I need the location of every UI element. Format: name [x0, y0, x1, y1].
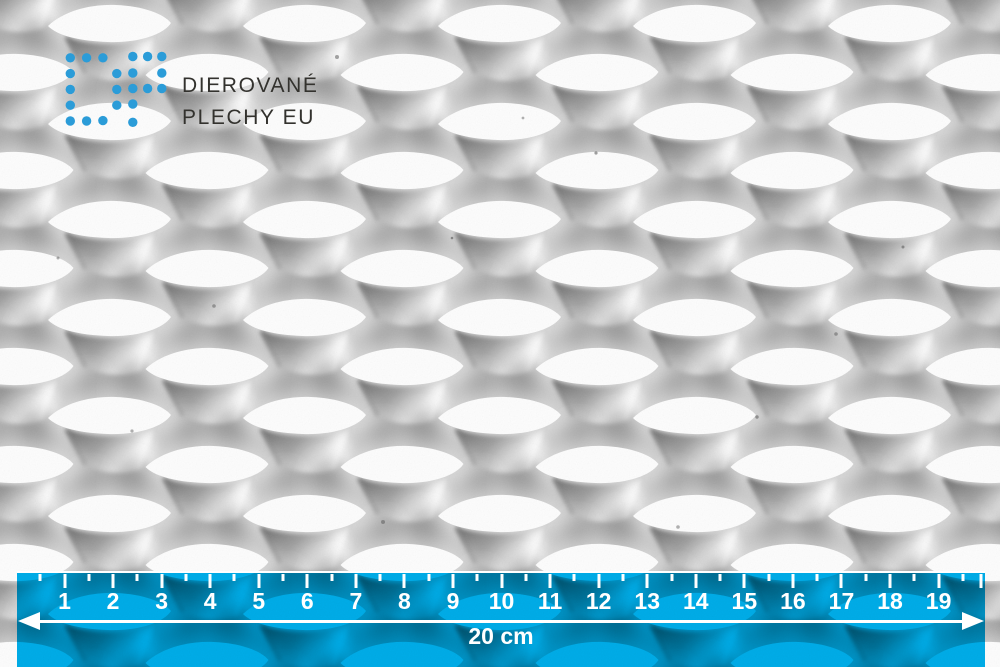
logo-line-2: PLECHY EU — [182, 106, 316, 129]
ruler-number: 8 — [398, 588, 411, 614]
ruler-number: 5 — [252, 588, 266, 614]
ruler-tick-half-cm — [232, 574, 236, 581]
logo-text: DIEROVANÉ PLECHY EU — [182, 70, 319, 134]
ruler-arrow-right-icon — [962, 612, 984, 630]
ruler-tick-cm — [63, 574, 66, 588]
ruler-tick-cm — [305, 574, 309, 588]
ruler-tick-cm — [500, 574, 504, 588]
ruler-top-edge — [17, 571, 985, 573]
ruler-number: 2 — [106, 588, 120, 614]
ruler-tick-cm — [839, 574, 843, 588]
ruler-tick-cm — [402, 574, 406, 588]
ruler-tick-half-cm — [621, 574, 625, 581]
ruler-number: 10 — [488, 588, 515, 614]
ruler-tick-half-cm — [281, 574, 285, 581]
ruler-tick-half-cm — [912, 574, 916, 581]
dust-specks — [56, 55, 905, 529]
ruler-tick-half-cm — [135, 574, 139, 581]
logo-line-1: DIEROVANÉ — [182, 74, 319, 97]
ruler-number: 17 — [828, 588, 855, 614]
ruler-number: 4 — [203, 588, 217, 614]
ruler-tick-cm — [742, 574, 746, 588]
ruler-number: 11 — [537, 588, 563, 614]
ruler-tick-half-cm — [864, 574, 868, 581]
ruler-tick-half-cm — [670, 574, 673, 581]
ruler-number: 9 — [446, 588, 460, 614]
ruler-number: 3 — [155, 588, 169, 614]
ruler-tick-cm — [888, 574, 892, 588]
ruler-tick-half-cm — [524, 574, 528, 581]
ruler-tick-cm — [791, 574, 795, 588]
ruler-tick-half-cm — [718, 574, 722, 581]
ruler-number: 7 — [349, 588, 363, 614]
ruler-tick-half-cm — [572, 574, 576, 581]
ruler-number: 14 — [682, 588, 709, 614]
ruler-tick-half-cm — [475, 574, 479, 581]
ruler-scale: 20 cm 1 2 3 4 5 6 7 8 9 10 11 12 13 14 15 16 17 18 19 — [17, 571, 985, 667]
ruler-tick-half-cm — [961, 574, 965, 581]
ruler-tick-cm — [597, 574, 601, 588]
ruler-tick-half-cm — [330, 574, 334, 581]
logo-dp-icon — [65, 51, 167, 128]
ruler-number: 12 — [585, 588, 612, 614]
ruler-tick-cm — [257, 574, 261, 588]
ruler-tick-cm — [354, 574, 358, 588]
ruler-number: 18 — [877, 588, 903, 614]
ruler-number: 6 — [300, 588, 314, 614]
ruler-number: 13 — [634, 588, 661, 614]
ruler-number: 19 — [925, 588, 952, 614]
ruler-tick-cm — [451, 574, 455, 588]
ruler-tick-cm — [937, 574, 941, 588]
ruler-tick-cm — [111, 574, 115, 588]
ruler-tick-half-cm — [378, 574, 382, 581]
ruler-tick-half-cm — [427, 574, 431, 581]
ruler-arrow-line — [26, 620, 972, 623]
ruler-number: 15 — [731, 588, 758, 614]
ruler-number: 16 — [780, 588, 806, 614]
ruler-number: 1 — [58, 588, 71, 614]
ruler-tick-cm — [645, 574, 649, 588]
ruler-tick-half-cm — [87, 574, 91, 581]
ruler-tick-half-cm — [767, 574, 771, 581]
ruler-tick-half-cm — [38, 574, 42, 581]
ruler-tick-cm — [694, 574, 698, 588]
ruler-tick-cm — [548, 574, 552, 588]
logo: DIEROVANÉ PLECHY EU — [0, 0, 340, 150]
ruler-tick-half-cm — [815, 574, 819, 581]
ruler-arrow-left-icon — [18, 612, 40, 630]
ruler-tick-half-cm — [184, 574, 188, 581]
ruler-span-label: 20 cm — [468, 623, 534, 649]
ruler-tick-cm — [208, 574, 212, 588]
ruler: 20 cm 1 2 3 4 5 6 7 8 9 10 11 12 13 14 15 16 17 18 19 — [17, 571, 985, 667]
ruler-tick-cm — [160, 574, 164, 588]
ruler-tick-cm-end — [979, 574, 982, 588]
